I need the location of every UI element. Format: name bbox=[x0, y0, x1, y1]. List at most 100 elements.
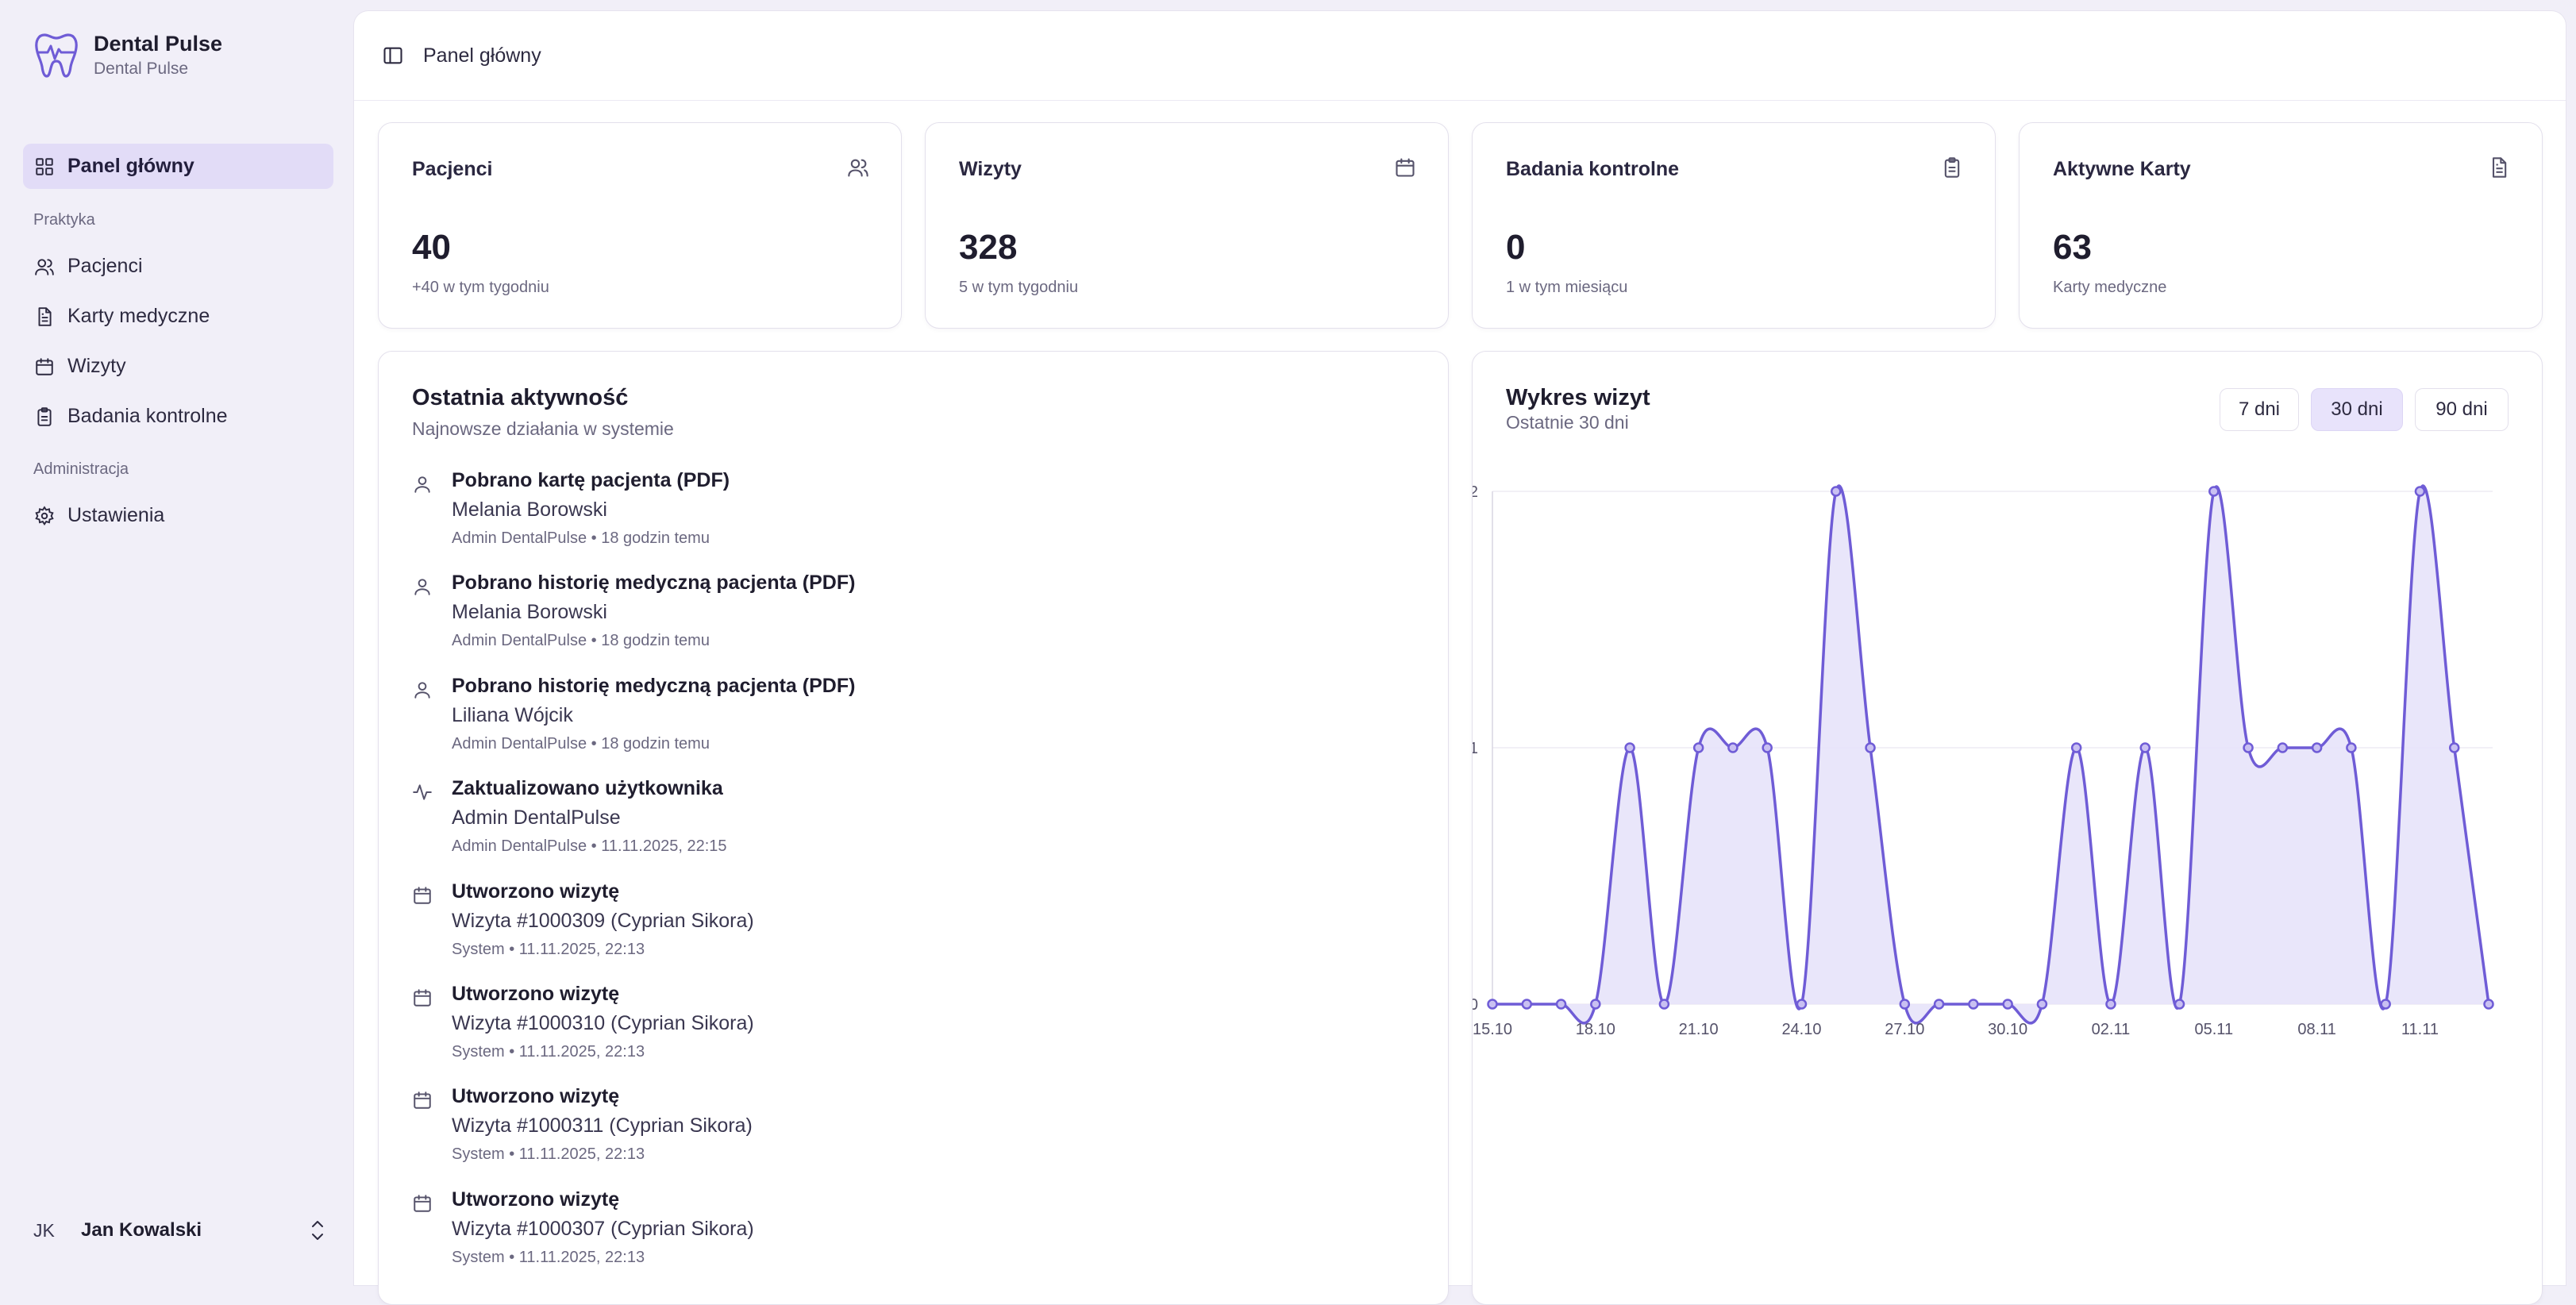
data-point bbox=[1555, 999, 1567, 1010]
data-point bbox=[2414, 486, 2426, 497]
sidebar-item-label: Ustawienia bbox=[67, 504, 165, 526]
data-point bbox=[2380, 999, 2391, 1010]
calendar-icon bbox=[34, 356, 55, 377]
x-tick-label: 18.10 bbox=[1576, 1021, 1615, 1038]
calendar-icon bbox=[412, 1090, 433, 1111]
data-point bbox=[2002, 999, 2013, 1010]
sidebar-item-visits[interactable]: Wizyty bbox=[23, 344, 333, 389]
document-icon bbox=[34, 306, 55, 327]
activity-detail: Admin DentalPulse bbox=[452, 806, 621, 830]
data-point bbox=[2346, 742, 2357, 753]
stat-card-active-records[interactable]: Aktywne Karty 63 Karty medyczne bbox=[2019, 122, 2543, 329]
activity-detail: Melania Borowski bbox=[452, 499, 607, 521]
activity-heading: Pobrano historię medyczną pacjenta (PDF) bbox=[452, 674, 856, 697]
sidebar-item-label: Panel główny bbox=[67, 155, 194, 177]
activity-item[interactable]: Pobrano historię medyczną pacjenta (PDF)… bbox=[412, 572, 1365, 674]
chart-title: Wykres wizyt bbox=[1506, 385, 1650, 410]
stat-value: 63 bbox=[2053, 228, 2092, 267]
user-menu[interactable]: JK Jan Kowalski bbox=[33, 1211, 327, 1250]
activity-item[interactable]: Utworzono wizytę Wizyta #1000311 (Cyprian… bbox=[412, 1085, 1365, 1188]
sidebar-item-label: Wizyty bbox=[67, 355, 126, 377]
sidebar-item-medical-records[interactable]: Karty medyczne bbox=[23, 294, 333, 339]
stat-value: 0 bbox=[1506, 228, 1526, 267]
activity-meta: Admin DentalPulse • 18 godzin temu bbox=[452, 632, 710, 650]
activity-detail: Liliana Wójcik bbox=[452, 703, 573, 726]
activity-heading: Utworzono wizytę bbox=[452, 1085, 620, 1108]
activity-detail: Wizyta #1000307 (Cyprian Sikora) bbox=[452, 1217, 754, 1240]
stat-card-visits[interactable]: Wizyty 328 5 w tym tygodniu bbox=[925, 122, 1449, 329]
sidebar-item-patients[interactable]: Pacjenci bbox=[23, 244, 333, 289]
user-icon bbox=[412, 474, 433, 495]
activity-heading: Utworzono wizytę bbox=[452, 982, 620, 1005]
stat-title: Pacjenci bbox=[412, 158, 493, 180]
calendar-icon bbox=[412, 885, 433, 906]
chart-subtitle: Ostatnie 30 dni bbox=[1506, 412, 1629, 433]
stat-title: Badania kontrolne bbox=[1506, 158, 1680, 180]
tooth-logo-icon bbox=[35, 33, 78, 78]
sidebar-item-dashboard[interactable]: Panel główny bbox=[23, 144, 333, 189]
range-7-days-button[interactable]: 7 dni bbox=[2220, 388, 2299, 431]
data-point bbox=[2174, 999, 2185, 1010]
data-point bbox=[2311, 742, 2323, 753]
section-label-praktyka: Praktyka bbox=[33, 211, 95, 229]
activity-detail: Wizyta #1000311 (Cyprian Sikora) bbox=[452, 1114, 753, 1138]
data-point bbox=[1968, 999, 1979, 1010]
activity-meta: Admin DentalPulse • 11.11.2025, 22:15 bbox=[452, 837, 727, 856]
stat-title: Aktywne Karty bbox=[2053, 158, 2191, 180]
user-icon bbox=[412, 679, 433, 700]
activity-heading: Pobrano historię medyczną pacjenta (PDF) bbox=[452, 572, 856, 595]
activity-item[interactable]: Pobrano kartę pacjenta (PDF) Melania Boro… bbox=[412, 469, 1365, 572]
data-point bbox=[1692, 742, 1704, 753]
data-point bbox=[2105, 999, 2116, 1010]
data-point bbox=[1624, 742, 1635, 753]
x-tick-label: 02.11 bbox=[2092, 1021, 2131, 1038]
avatar: JK bbox=[33, 1219, 55, 1241]
activity-meta: System • 11.11.2025, 22:13 bbox=[452, 1042, 645, 1061]
activity-heading: Utworzono wizytę bbox=[452, 880, 620, 903]
activity-meta: System • 11.11.2025, 22:13 bbox=[452, 940, 645, 958]
stat-sub: +40 w tym tygodniu bbox=[412, 279, 549, 296]
data-point bbox=[2243, 742, 2254, 753]
activity-item[interactable]: Utworzono wizytę Wizyta #1000310 (Cyprian… bbox=[412, 983, 1365, 1085]
calendar-icon bbox=[412, 987, 433, 1008]
stat-card-patients[interactable]: Pacjenci 40 +40 w tym tygodniu bbox=[378, 122, 902, 329]
activity-meta: System • 11.11.2025, 22:13 bbox=[452, 1248, 645, 1266]
activity-item[interactable]: Utworzono wizytę Wizyta #1000307 (Cyprian… bbox=[412, 1188, 1365, 1291]
sidebar-item-label: Badania kontrolne bbox=[67, 405, 228, 427]
gear-icon bbox=[34, 505, 55, 526]
range-90-days-button[interactable]: 90 dni bbox=[2415, 388, 2509, 431]
activity-item[interactable]: Zaktualizowano użytkownika Admin DentalPu… bbox=[412, 777, 1365, 880]
sidebar-item-label: Karty medyczne bbox=[67, 305, 210, 327]
data-point bbox=[2277, 742, 2289, 753]
data-point bbox=[2448, 742, 2460, 753]
data-point bbox=[2036, 999, 2048, 1010]
data-point bbox=[1933, 999, 1945, 1010]
stat-value: 40 bbox=[412, 228, 451, 267]
stat-card-checkups[interactable]: Badania kontrolne 0 1 w tym miesiącu bbox=[1472, 122, 1996, 329]
x-tick-label: 24.10 bbox=[1781, 1021, 1821, 1038]
brand[interactable]: Dental Pulse Dental Pulse bbox=[33, 30, 222, 79]
data-point bbox=[1865, 742, 1876, 753]
x-tick-label: 05.11 bbox=[2195, 1021, 2234, 1038]
topbar: Panel główny bbox=[354, 11, 2566, 101]
sidebar-item-settings[interactable]: Ustawienia bbox=[23, 493, 333, 538]
sidebar-toggle-icon[interactable] bbox=[382, 44, 404, 67]
data-point bbox=[1899, 999, 1911, 1010]
user-name: Jan Kowalski bbox=[81, 1219, 202, 1241]
activity-item[interactable]: Utworzono wizytę Wizyta #1000309 (Cyprian… bbox=[412, 880, 1365, 983]
activity-item[interactable]: Pobrano historię medyczną pacjenta (PDF)… bbox=[412, 675, 1365, 777]
activity-meta: Admin DentalPulse • 18 godzin temu bbox=[452, 529, 710, 547]
data-point bbox=[1521, 999, 1533, 1010]
stat-sub: 1 w tym miesiącu bbox=[1506, 279, 1628, 296]
chevrons-up-down-icon bbox=[312, 1221, 323, 1240]
activity-list: Pobrano kartę pacjenta (PDF) Melania Boro… bbox=[412, 469, 1365, 1291]
stat-sub: Karty medyczne bbox=[2053, 279, 2167, 296]
y-tick-label: 1 bbox=[1473, 740, 1478, 757]
activity-detail: Melania Borowski bbox=[452, 601, 607, 624]
sidebar-item-checkups[interactable]: Badania kontrolne bbox=[23, 394, 333, 439]
activity-card: Ostatnia aktywność Najnowsze działania w… bbox=[378, 351, 1449, 1305]
x-tick-label: 30.10 bbox=[1988, 1021, 2027, 1038]
area-fill bbox=[1492, 485, 2489, 1023]
x-tick-label: 11.11 bbox=[2401, 1021, 2439, 1038]
range-30-days-button[interactable]: 30 dni bbox=[2311, 388, 2403, 431]
